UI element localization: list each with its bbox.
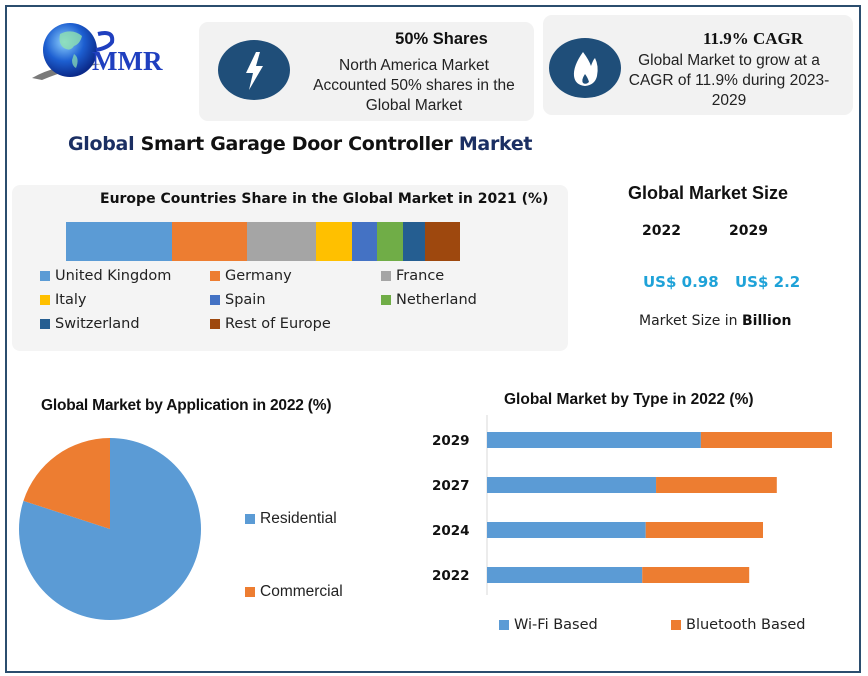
card-line: North America Market (339, 57, 489, 74)
market-size-year-2029: 2029 (729, 223, 768, 239)
legend-label: Switzerland (55, 316, 140, 332)
bar-wi-fi-based-2027 (487, 477, 657, 493)
card-description: North America Market Accounted 50% share… (299, 56, 529, 116)
legend-item-switzerland: Switzerland (40, 316, 140, 332)
y-tick-label-2024: 2024 (432, 523, 470, 539)
legend-label: Commercial (260, 583, 343, 600)
legend-item-spain: Spain (210, 292, 266, 308)
note-prefix: Market Size in (639, 313, 738, 329)
bar-wi-fi-based-2022 (487, 567, 643, 583)
bar-segment-netherland (377, 222, 403, 261)
title-part-market: Market (458, 133, 533, 155)
market-size-value-2022: US$ 0.98 (643, 273, 719, 291)
legend-swatch (210, 271, 220, 281)
type-chart-title: Global Market by Type in 2022 (%) (504, 391, 754, 407)
bar-bluetooth-based-2022 (642, 567, 750, 583)
bar-bluetooth-based-2029 (700, 432, 832, 448)
legend-item-germany: Germany (210, 268, 292, 284)
bar-segment-switzerland (402, 222, 425, 261)
legend-label: Italy (55, 292, 87, 308)
europe-share-panel (12, 185, 568, 351)
bar-bluetooth-based-2027 (656, 477, 777, 493)
legend-item-united-kingdom: United Kingdom (40, 268, 171, 284)
globe-icon (32, 23, 115, 80)
card-title: 50% Shares (395, 30, 488, 48)
card-line: Accounted 50% shares in the (313, 77, 515, 94)
legend-item-rest-of-europe: Rest of Europe (210, 316, 331, 332)
legend-swatch (40, 319, 50, 329)
bar-segment-spain (351, 222, 378, 261)
north-america-share-card: 50% Shares North America Market Accounte… (199, 22, 534, 121)
legend-item-france: France (381, 268, 444, 284)
legend-label: Germany (225, 268, 292, 284)
bar-segment-rest-of-europe (424, 222, 460, 261)
bar-segment-germany (172, 222, 248, 261)
flame-icon (549, 38, 621, 98)
bar-wi-fi-based-2029 (487, 432, 701, 448)
legend-label: France (396, 268, 445, 284)
legend-label: Wi-Fi Based (514, 617, 598, 633)
legend-swatch (499, 620, 509, 630)
legend-item-italy: Italy (40, 292, 86, 308)
legend-label: Spain (225, 292, 266, 308)
logo-text: MMR (92, 46, 163, 76)
title-part-global: Global (68, 133, 135, 155)
legend-item-bluetooth-based: Bluetooth Based (671, 617, 806, 633)
market-size-title: Global Market Size (628, 183, 789, 203)
pie-slice-commercial (23, 438, 110, 529)
bar-segment-france (247, 222, 317, 261)
card-line: 2029 (711, 92, 747, 109)
bar-bluetooth-based-2024 (645, 522, 763, 538)
legend-label: Residential (260, 510, 337, 527)
bar-wi-fi-based-2024 (487, 522, 646, 538)
market-size-unit-note: Market Size in Billion (639, 313, 791, 329)
europe-chart-title: Europe Countries Share in the Global Mar… (100, 191, 549, 207)
legend-swatch (210, 319, 220, 329)
card-title: 11.9% CAGR (702, 29, 804, 48)
legend-label: Bluetooth Based (686, 617, 806, 633)
legend-swatch (40, 271, 50, 281)
legend-swatch (245, 587, 255, 597)
legend-swatch (210, 295, 220, 305)
mmr-logo: MMR (30, 22, 180, 82)
infographic-frame (5, 5, 861, 673)
legend-swatch (381, 271, 391, 281)
page-title: Global Smart Garage Door Controller Mark… (68, 133, 533, 155)
legend-swatch (245, 514, 255, 524)
legend-swatch (671, 620, 681, 630)
note-unit: Billion (741, 313, 792, 329)
legend-label: Netherland (396, 292, 477, 308)
card-line: Global Market to grow at a (638, 52, 820, 69)
card-description: Global Market to grow at a CAGR of 11.9%… (621, 51, 837, 111)
market-size-value-2029: US$ 2.2 (735, 273, 801, 291)
legend-item-commercial: Commercial (245, 583, 343, 601)
europe-stacked-bar (66, 222, 460, 261)
legend-item-wi-fi-based: Wi-Fi Based (499, 617, 598, 633)
cagr-card: 11.9% CAGR Global Market to grow at a CA… (543, 15, 853, 115)
card-line: CAGR of 11.9% during 2023- (628, 72, 830, 89)
application-pie-chart (19, 438, 202, 620)
y-tick-label-2022: 2022 (432, 568, 470, 584)
bar-segment-italy (316, 222, 352, 261)
y-tick-label-2027: 2027 (432, 478, 470, 494)
legend-swatch (40, 295, 50, 305)
bar-segment-united-kingdom (66, 222, 173, 261)
card-line: Global Market (365, 97, 463, 114)
legend-item-netherland: Netherland (381, 292, 477, 308)
pie-slice-residential (19, 438, 202, 620)
application-chart-title: Global Market by Application in 2022 (%) (41, 397, 332, 414)
market-size-year-2022: 2022 (642, 223, 681, 239)
lightning-bolt-icon (218, 40, 290, 100)
type-stacked-bar-chart: 2029 2027 2024 2022 (432, 415, 832, 595)
legend-swatch (381, 295, 391, 305)
legend-label: Rest of Europe (225, 316, 331, 332)
title-part-product: Smart Garage Door Controller (140, 133, 453, 155)
legend-label: United Kingdom (55, 268, 172, 284)
y-tick-label-2029: 2029 (432, 433, 470, 449)
legend-item-residential: Residential (245, 510, 337, 528)
